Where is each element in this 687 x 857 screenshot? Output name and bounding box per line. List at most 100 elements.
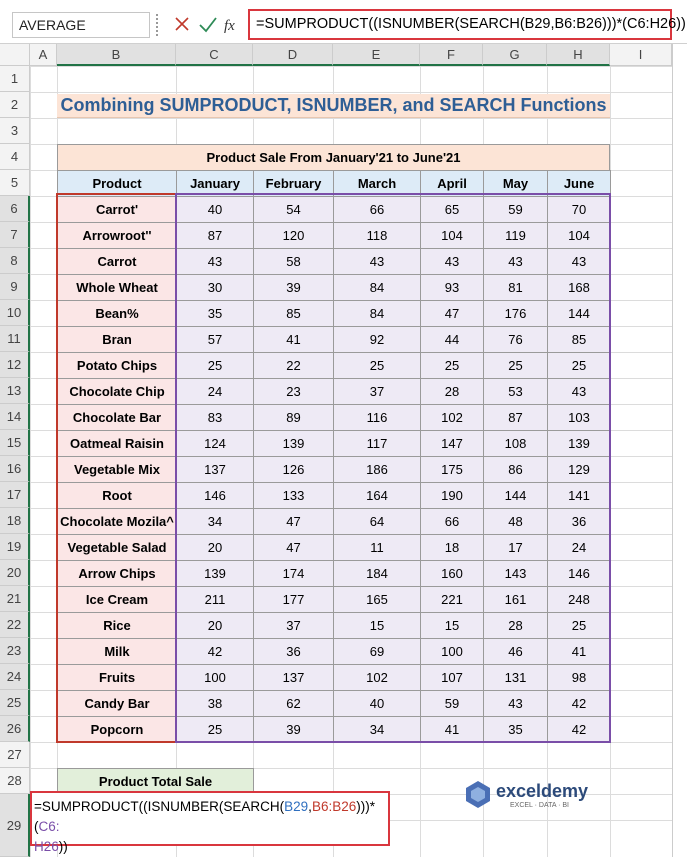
row-header: 29 bbox=[0, 794, 30, 857]
enter-icon[interactable] bbox=[199, 17, 217, 33]
product-name: Root bbox=[57, 482, 177, 509]
sales-value: 248 bbox=[547, 586, 611, 613]
product-name: Candy Bar bbox=[57, 690, 177, 717]
sales-value: 58 bbox=[253, 248, 334, 275]
row-header: 8 bbox=[0, 248, 30, 274]
column-header: D bbox=[253, 44, 333, 66]
row-header: 18 bbox=[0, 508, 30, 534]
sales-value: 44 bbox=[420, 326, 484, 353]
sales-value: 129 bbox=[547, 456, 611, 483]
product-name: Vegetable Salad bbox=[57, 534, 177, 561]
sales-value: 25 bbox=[547, 352, 611, 379]
sales-value: 161 bbox=[483, 586, 548, 613]
sales-value: 93 bbox=[420, 274, 484, 301]
row-header: 23 bbox=[0, 638, 30, 664]
sales-value: 46 bbox=[483, 638, 548, 665]
row-header: 25 bbox=[0, 690, 30, 716]
row-header: 14 bbox=[0, 404, 30, 430]
row-header: 10 bbox=[0, 300, 30, 326]
column-header: F bbox=[420, 44, 483, 66]
table-header: Product bbox=[57, 170, 177, 197]
formula-ref: C6: bbox=[38, 819, 60, 834]
row-header: 5 bbox=[0, 170, 30, 196]
logo-tagline: EXCEL · DATA · BI bbox=[510, 802, 569, 809]
sales-value: 17 bbox=[483, 534, 548, 561]
sales-value: 42 bbox=[176, 638, 254, 665]
logo: exceldemy EXCEL · DATA · BI bbox=[466, 781, 588, 809]
table-header: February bbox=[253, 170, 334, 197]
product-name: Popcorn bbox=[57, 716, 177, 743]
sales-value: 15 bbox=[420, 612, 484, 639]
product-name: Arrow Chips bbox=[57, 560, 177, 587]
sales-value: 118 bbox=[333, 222, 421, 249]
sales-value: 89 bbox=[253, 404, 334, 431]
sales-value: 62 bbox=[253, 690, 334, 717]
row-header: 7 bbox=[0, 222, 30, 248]
cell-edit-box[interactable]: =SUMPRODUCT((ISNUMBER(SEARCH(B29,B6:B26)… bbox=[30, 791, 390, 854]
sales-value: 139 bbox=[176, 560, 254, 587]
row-header: 15 bbox=[0, 430, 30, 456]
gridline-v bbox=[30, 44, 31, 857]
sales-value: 102 bbox=[420, 404, 484, 431]
formula-ref: B6:B26 bbox=[311, 799, 357, 814]
sales-value: 24 bbox=[547, 534, 611, 561]
formula-part: )))*( bbox=[34, 799, 375, 834]
column-header: E bbox=[333, 44, 420, 66]
sheet-edge bbox=[672, 44, 687, 857]
row-header: 21 bbox=[0, 586, 30, 612]
formula-part: , bbox=[308, 799, 312, 814]
gridline-h bbox=[0, 92, 672, 93]
sales-value: 39 bbox=[253, 274, 334, 301]
sales-value: 20 bbox=[176, 612, 254, 639]
sales-value: 70 bbox=[547, 196, 611, 223]
row-header: 2 bbox=[0, 92, 30, 118]
formula-bar-area bbox=[0, 0, 687, 44]
row-header: 11 bbox=[0, 326, 30, 352]
sales-value: 211 bbox=[176, 586, 254, 613]
sales-value: 36 bbox=[253, 638, 334, 665]
row-header: 4 bbox=[0, 144, 30, 170]
sales-value: 176 bbox=[483, 300, 548, 327]
sales-value: 104 bbox=[420, 222, 484, 249]
sales-value: 100 bbox=[420, 638, 484, 665]
formula-part: )) bbox=[58, 839, 68, 854]
corner bbox=[0, 44, 30, 66]
sales-value: 137 bbox=[253, 664, 334, 691]
sales-value: 34 bbox=[176, 508, 254, 535]
sales-value: 146 bbox=[547, 560, 611, 587]
sales-value: 37 bbox=[333, 378, 421, 405]
table-header: April bbox=[420, 170, 484, 197]
sales-value: 103 bbox=[547, 404, 611, 431]
sales-value: 47 bbox=[253, 534, 334, 561]
column-header: A bbox=[30, 44, 57, 66]
sales-value: 41 bbox=[253, 326, 334, 353]
logo-icon-inner bbox=[471, 787, 485, 802]
name-box[interactable]: AVERAGE bbox=[12, 12, 150, 38]
column-header: C bbox=[176, 44, 253, 66]
product-name: Ice Cream bbox=[57, 586, 177, 613]
gridline-h bbox=[0, 768, 672, 769]
sales-value: 160 bbox=[420, 560, 484, 587]
formula-input[interactable]: =SUMPRODUCT((ISNUMBER(SEARCH(B29,B6:B26)… bbox=[248, 9, 686, 40]
formula-icons: fx bbox=[175, 17, 235, 34]
product-name: Fruits bbox=[57, 664, 177, 691]
sales-value: 104 bbox=[547, 222, 611, 249]
row-header: 1 bbox=[0, 66, 30, 92]
sales-value: 116 bbox=[333, 404, 421, 431]
column-header: B bbox=[57, 44, 176, 66]
fx-icon[interactable]: fx bbox=[224, 18, 235, 34]
sales-value: 43 bbox=[176, 248, 254, 275]
row-header: 9 bbox=[0, 274, 30, 300]
sales-value: 18 bbox=[420, 534, 484, 561]
sales-value: 131 bbox=[483, 664, 548, 691]
sales-value: 54 bbox=[253, 196, 334, 223]
formula-ref: H26 bbox=[34, 839, 59, 854]
sales-value: 119 bbox=[483, 222, 548, 249]
sales-value: 184 bbox=[333, 560, 421, 587]
sales-value: 43 bbox=[547, 248, 611, 275]
sales-value: 139 bbox=[253, 430, 334, 457]
sales-value: 34 bbox=[333, 716, 421, 743]
cancel-icon[interactable] bbox=[175, 17, 189, 31]
sales-value: 59 bbox=[483, 196, 548, 223]
